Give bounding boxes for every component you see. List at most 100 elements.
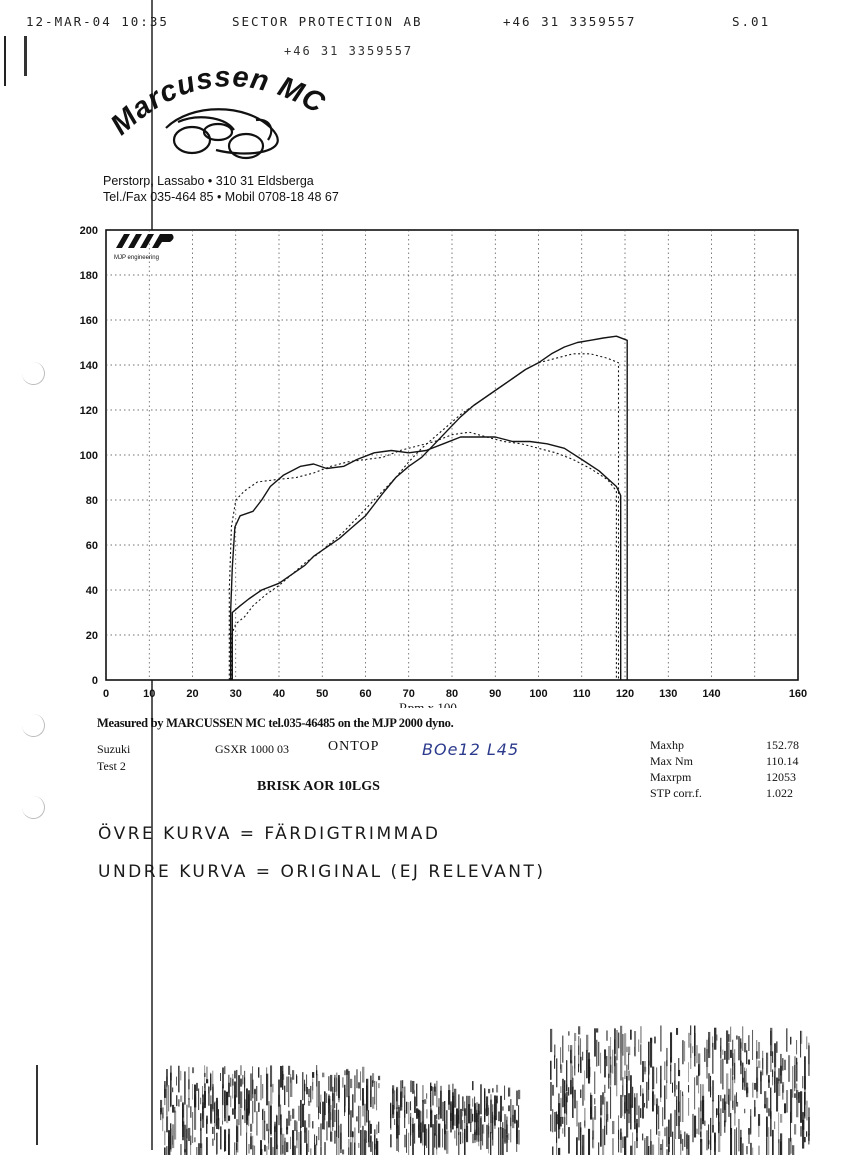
noise-stroke — [352, 1094, 354, 1118]
noise-stroke — [596, 1028, 599, 1033]
x-tick-label: 120 — [616, 688, 634, 700]
noise-stroke — [370, 1135, 372, 1152]
noise-stroke — [792, 1145, 795, 1155]
noise-stroke — [446, 1130, 449, 1154]
noise-stroke — [312, 1121, 314, 1129]
noise-stroke — [760, 1071, 762, 1095]
noise-stroke — [624, 1095, 627, 1114]
noise-stroke — [186, 1140, 188, 1155]
noise-stroke — [724, 1101, 727, 1123]
noise-stroke — [776, 1041, 778, 1053]
noise-stroke — [322, 1072, 325, 1078]
noise-stroke — [768, 1079, 770, 1088]
noise-stroke — [804, 1136, 806, 1143]
noise-stroke — [702, 1084, 705, 1100]
noise-stroke — [778, 1068, 781, 1081]
noise-stroke — [392, 1104, 395, 1115]
noise-stroke — [444, 1101, 446, 1133]
noise-stroke — [656, 1104, 658, 1135]
noise-stroke — [186, 1104, 188, 1139]
noise-stroke — [420, 1122, 422, 1142]
noise-stroke — [630, 1145, 633, 1155]
noise-stroke — [464, 1108, 467, 1116]
noise-stroke — [420, 1111, 422, 1140]
noise-stroke — [724, 1120, 726, 1127]
noise-stroke — [692, 1046, 694, 1054]
x-tick-label: 110 — [573, 688, 591, 700]
noise-stroke — [330, 1074, 333, 1092]
noise-stroke — [580, 1038, 582, 1071]
noise-stroke — [796, 1090, 799, 1118]
noise-stroke — [338, 1075, 340, 1099]
noise-stroke — [188, 1127, 191, 1142]
noise-stroke — [266, 1123, 269, 1132]
mjp-logo-subtitle: MJP engineering — [114, 255, 159, 261]
noise-stroke — [690, 1025, 692, 1036]
noise-stroke — [616, 1030, 619, 1061]
noise-stroke — [602, 1128, 605, 1155]
noise-stroke — [628, 1046, 631, 1055]
noise-stroke — [620, 1025, 623, 1054]
noise-stroke — [348, 1108, 350, 1138]
noise-stroke — [554, 1055, 556, 1069]
noise-stroke — [756, 1077, 759, 1099]
noise-stroke — [746, 1068, 748, 1095]
bike-model: GSXR 1000 03 — [215, 742, 290, 756]
gridlines — [106, 230, 798, 680]
stat-label: Maxhp — [650, 738, 684, 752]
measured-by-line: Measured by MARCUSSEN MC tel.035-46485 o… — [97, 716, 454, 730]
noise-stroke — [756, 1066, 759, 1092]
noise-stroke — [412, 1080, 415, 1094]
noise-stroke — [412, 1123, 415, 1155]
noise-stroke — [258, 1102, 260, 1112]
noise-stroke — [726, 1073, 729, 1104]
noise-stroke — [506, 1116, 509, 1143]
fax-header: 12-MAR-04 10:35 SECTOR PROTECTION AB +46… — [0, 14, 847, 34]
noise-stroke — [772, 1070, 774, 1086]
noise-stroke — [732, 1053, 734, 1076]
noise-stroke — [578, 1026, 581, 1035]
noise-stroke — [488, 1088, 491, 1094]
noise-stroke — [372, 1080, 374, 1087]
noise-stroke — [688, 1085, 690, 1093]
noise-stroke — [626, 1076, 628, 1110]
noise-stroke — [658, 1105, 660, 1130]
noise-stroke — [682, 1094, 684, 1123]
noise-stroke — [786, 1028, 788, 1052]
noise-stroke — [374, 1080, 376, 1105]
noise-stroke — [604, 1084, 606, 1093]
noise-stroke — [362, 1088, 364, 1106]
noise-stroke — [586, 1050, 588, 1079]
noise-stroke — [562, 1128, 564, 1134]
noise-stroke — [400, 1091, 403, 1111]
noise-stroke — [554, 1044, 556, 1058]
noise-stroke — [230, 1095, 232, 1108]
noise-stroke — [236, 1143, 238, 1151]
noise-stroke — [748, 1059, 751, 1065]
noise-stroke — [252, 1100, 254, 1124]
noise-stroke — [604, 1125, 606, 1146]
noise-stroke — [620, 1053, 623, 1081]
noise-stroke — [630, 1029, 632, 1040]
noise-stroke — [472, 1098, 474, 1107]
noise-stroke — [470, 1122, 472, 1133]
noise-stroke — [286, 1127, 289, 1135]
noise-stroke — [736, 1092, 738, 1104]
motorcycle-icon — [165, 108, 279, 160]
noise-stroke — [354, 1127, 356, 1155]
noise-stroke — [696, 1045, 698, 1064]
noise-stroke — [460, 1108, 463, 1130]
noise-stroke — [656, 1098, 659, 1115]
noise-stroke — [614, 1056, 617, 1086]
noise-stroke — [768, 1108, 771, 1117]
noise-stroke — [576, 1100, 579, 1127]
x-tick-label: 10 — [143, 688, 155, 700]
noise-stroke — [180, 1070, 182, 1081]
noise-stroke — [304, 1083, 306, 1092]
noise-stroke — [264, 1111, 266, 1123]
noise-stroke — [474, 1103, 476, 1123]
noise-stroke — [454, 1114, 457, 1126]
noise-stroke — [394, 1119, 396, 1125]
noise-stroke — [196, 1082, 199, 1091]
noise-stroke — [708, 1031, 711, 1058]
